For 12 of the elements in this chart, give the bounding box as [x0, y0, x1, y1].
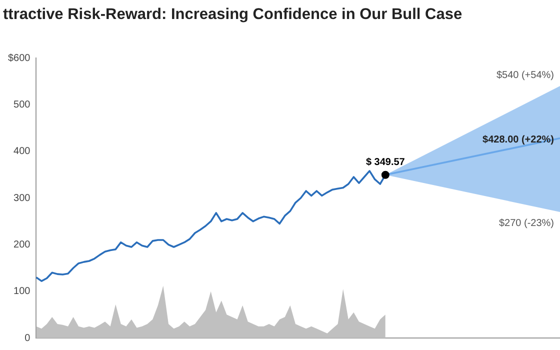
y-tick-label: 400	[14, 146, 31, 158]
y-tick-label: 500	[14, 99, 31, 110]
annotation: $270 (-23%)	[498, 218, 554, 229]
chart-title: ttractive Risk-Reward: Increasing Confidence in Our Bull Case	[3, 6, 462, 24]
y-tick-label: 200	[14, 239, 31, 250]
y-tick-label: 0	[24, 332, 31, 344]
annotation: $ 349.57	[366, 156, 406, 168]
annotation: $428.00 (+22%)	[482, 134, 554, 146]
y-tick-label: 100	[14, 286, 31, 298]
annotation: $540 (+54%)	[496, 70, 554, 81]
y-tick-label: $600	[8, 52, 31, 64]
y-tick-label: 300	[14, 192, 31, 204]
